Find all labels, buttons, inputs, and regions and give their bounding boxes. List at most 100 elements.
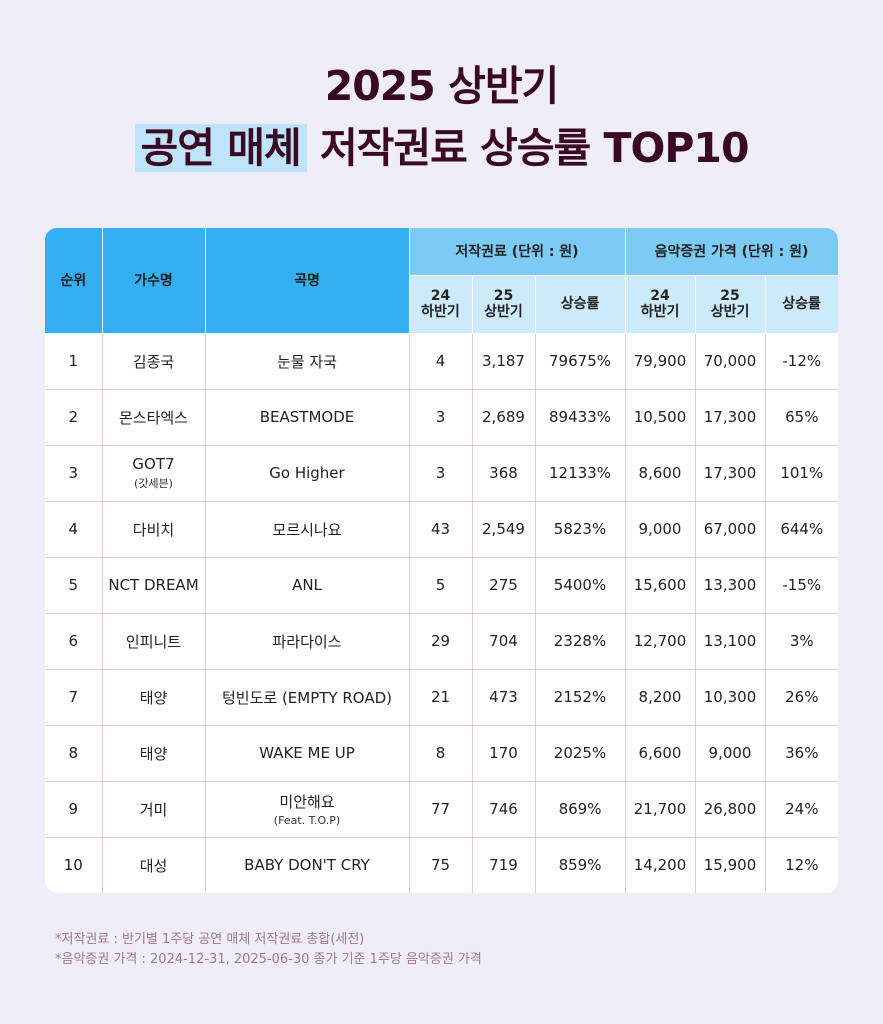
cell-royalty-rate: 2025% xyxy=(535,725,626,782)
cell-artist: GOT7 (갓세븐) xyxy=(102,445,206,502)
cell-stock-25-text: 15,900 xyxy=(703,856,757,874)
cell-stock-24: 12,700 xyxy=(625,613,696,670)
footnote-royalty: *저작권료 : 반기별 1주당 공연 매체 저작권료 총합(세전) xyxy=(55,932,365,947)
cell-royalty-25: 746 xyxy=(472,781,536,838)
cell-royalty-24-text: 4 xyxy=(435,352,446,370)
cell-song: BABY DON'T CRY xyxy=(205,837,410,893)
cell-rank-text: 2 xyxy=(68,408,79,426)
cell-rank: 4 xyxy=(45,501,103,558)
cell-rank-text: 5 xyxy=(68,576,79,594)
ranking-table: 순위 가수명 곡명 저작권료 (단위 : 원) 음악증권 가격 (단위 : 원)… xyxy=(45,228,838,893)
title-rest: 저작권료 상승률 TOP10 xyxy=(319,124,750,172)
cell-stock-24-text: 9,000 xyxy=(638,520,682,538)
table-row: 1 김종국 눈물 자국 4 3,187 79675% 79,900 70,000 -12% xyxy=(45,333,838,390)
cell-royalty-24-text: 3 xyxy=(435,408,446,426)
cell-royalty-24: 75 xyxy=(409,837,473,893)
table-row: 2 몬스타엑스 BEASTMODE 3 2,689 89433% 10,500 17,300 6… xyxy=(45,389,838,446)
cell-rank: 7 xyxy=(45,669,103,726)
cell-rank: 3 xyxy=(45,445,103,502)
cell-rank: 6 xyxy=(45,613,103,670)
cell-stock-rate-text: 12% xyxy=(785,856,819,874)
cell-artist-text: 몬스타엑스 xyxy=(118,408,188,427)
header-royalty-group: 저작권료 (단위 : 원) xyxy=(409,228,626,276)
cell-stock-25-text: 9,000 xyxy=(708,744,752,762)
cell-stock-24: 10,500 xyxy=(625,389,696,446)
cell-song: 텅빈도로 (EMPTY ROAD) xyxy=(205,669,410,726)
cell-royalty-24-text: 43 xyxy=(430,520,451,538)
cell-royalty-rate-text: 2152% xyxy=(553,688,607,706)
cell-stock-rate-text: 3% xyxy=(789,632,814,650)
cell-stock-25: 17,300 xyxy=(695,389,766,446)
table-row: 8 태양 WAKE ME UP 8 170 2025% 6,600 9,000 36% xyxy=(45,725,838,782)
cell-royalty-24-text: 8 xyxy=(435,744,446,762)
cell-stock-rate: 65% xyxy=(765,389,838,446)
cell-royalty-24: 4 xyxy=(409,333,473,390)
cell-royalty-24: 43 xyxy=(409,501,473,558)
cell-artist-text: 태양 xyxy=(139,688,168,707)
cell-royalty-24: 8 xyxy=(409,725,473,782)
table-row: 6 인피니트 파라다이스 29 704 2328% 12,700 13,100 3% xyxy=(45,613,838,670)
cell-stock-24: 8,200 xyxy=(625,669,696,726)
cell-royalty-rate: 869% xyxy=(535,781,626,838)
cell-royalty-25-text: 473 xyxy=(489,688,518,706)
cell-stock-24: 6,600 xyxy=(625,725,696,782)
cell-stock-rate-text: 101% xyxy=(780,464,824,482)
cell-stock-rate-text: -12% xyxy=(782,352,822,370)
cell-artist-text: NCT DREAM xyxy=(108,576,199,594)
cell-artist-text: GOT7 xyxy=(132,455,175,473)
cell-royalty-24: 3 xyxy=(409,389,473,446)
cell-royalty-rate: 2328% xyxy=(535,613,626,670)
title-highlight: 공연 매체 xyxy=(134,124,307,172)
cell-royalty-rate-text: 5400% xyxy=(553,576,607,594)
cell-stock-24: 9,000 xyxy=(625,501,696,558)
cell-royalty-24: 21 xyxy=(409,669,473,726)
cell-stock-rate: 101% xyxy=(765,445,838,502)
cell-royalty-rate: 79675% xyxy=(535,333,626,390)
cell-song-text: 텅빈도로 (EMPTY ROAD) xyxy=(221,688,392,707)
cell-royalty-24: 77 xyxy=(409,781,473,838)
cell-stock-24: 15,600 xyxy=(625,557,696,614)
page-title: 2025 상반기 공연 매체 저작권료 상승률 TOP10 xyxy=(0,58,883,176)
cell-artist: 다비치 xyxy=(102,501,206,558)
table-row: 9 거미 미안해요 (Feat. T.O.P) 77 746 869% 21,700 26,80… xyxy=(45,781,838,838)
cell-stock-25: 67,000 xyxy=(695,501,766,558)
cell-rank: 5 xyxy=(45,557,103,614)
cell-royalty-rate-text: 12133% xyxy=(549,464,611,482)
header-stock-24: 24 하반기 xyxy=(625,275,696,334)
cell-royalty-rate-text: 859% xyxy=(558,856,602,874)
cell-song-text: BABY DON'T CRY xyxy=(244,856,370,874)
cell-rank-text: 4 xyxy=(68,520,79,538)
cell-rank-text: 1 xyxy=(68,352,79,370)
cell-royalty-rate: 2152% xyxy=(535,669,626,726)
cell-song-text: BEASTMODE xyxy=(259,408,355,426)
footnotes: *저작권료 : 반기별 1주당 공연 매체 저작권료 총합(세전) *음악증권 … xyxy=(55,930,482,970)
cell-royalty-25: 275 xyxy=(472,557,536,614)
cell-song: 모르시나요 xyxy=(205,501,410,558)
cell-song-text: 모르시나요 xyxy=(272,520,342,539)
table-row: 5 NCT DREAM ANL 5 275 5400% 15,600 13,300 -15% xyxy=(45,557,838,614)
cell-stock-rate-text: 24% xyxy=(785,800,819,818)
cell-royalty-25: 3,187 xyxy=(472,333,536,390)
title-line-1: 2025 상반기 xyxy=(324,62,560,110)
cell-artist-subtext: (갓세븐) xyxy=(134,477,173,490)
cell-royalty-24-text: 77 xyxy=(430,800,451,818)
cell-artist-text: 김종국 xyxy=(132,352,175,371)
cell-song-text: 파라다이스 xyxy=(272,632,342,651)
cell-rank: 10 xyxy=(45,837,103,893)
cell-royalty-25-text: 170 xyxy=(489,744,518,762)
cell-royalty-25: 368 xyxy=(472,445,536,502)
cell-stock-rate-text: -15% xyxy=(782,576,822,594)
cell-artist-text: 태양 xyxy=(139,744,168,763)
cell-artist: 김종국 xyxy=(102,333,206,390)
cell-stock-24: 21,700 xyxy=(625,781,696,838)
cell-royalty-rate-text: 89433% xyxy=(549,408,611,426)
cell-stock-rate: -12% xyxy=(765,333,838,390)
cell-stock-25: 17,300 xyxy=(695,445,766,502)
cell-royalty-25-text: 275 xyxy=(489,576,518,594)
cell-royalty-24-text: 75 xyxy=(430,856,451,874)
cell-rank: 8 xyxy=(45,725,103,782)
cell-royalty-24-text: 3 xyxy=(435,464,446,482)
cell-royalty-rate-text: 5823% xyxy=(553,520,607,538)
cell-song: 파라다이스 xyxy=(205,613,410,670)
cell-stock-25: 10,300 xyxy=(695,669,766,726)
